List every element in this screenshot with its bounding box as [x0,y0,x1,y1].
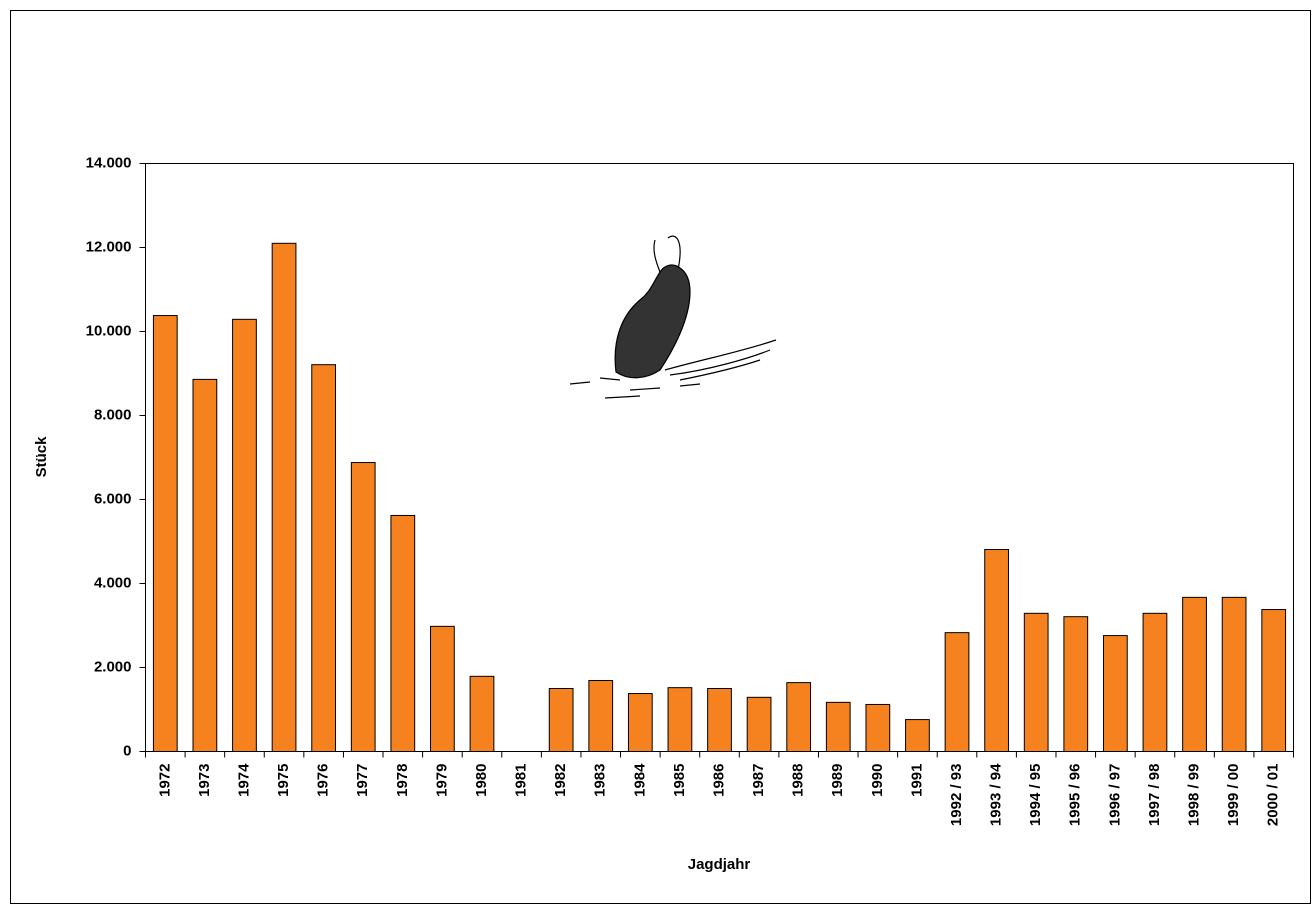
x-tick-label: 1978 [394,764,411,797]
x-tick-label: 1983 [592,764,609,797]
bar [1221,596,1247,752]
y-tick-label: 2.000 [94,658,132,675]
bar [1023,612,1049,752]
bar [1182,596,1207,752]
x-tick-label: 1990 [869,764,886,797]
y-tick-label: 12.000 [86,238,132,255]
x-tick-label: 1985 [671,764,688,797]
x-tick-label: 1984 [631,763,648,797]
bar [667,687,693,752]
x-axis-title: Jagdjahr [688,856,751,873]
x-tick-label: 1979 [433,764,450,797]
bar [944,632,970,753]
x-tick-label: 1999 / 00 [1225,764,1242,827]
x-tick-label: 1977 [354,764,371,797]
hare-illustration [569,235,777,399]
x-tick-label: 1982 [552,764,569,797]
bar [232,318,257,752]
x-tick-label: 1995 / 96 [1067,764,1084,827]
bar [786,682,812,752]
bar [825,701,851,752]
bar [152,315,178,752]
bar [1102,635,1128,753]
bar [984,548,1009,752]
y-tick-label: 4.000 [94,574,132,591]
x-tick-label: 1998 / 99 [1186,764,1203,827]
x-tick-label: 1987 [750,764,767,797]
bar [390,514,416,753]
y-tick-label: 8.000 [94,406,132,423]
x-tick-label: 1996 / 97 [1106,764,1123,827]
bar [746,696,772,753]
y-tick-label: 10.000 [86,322,132,339]
x-tick-label: 1975 [275,764,292,797]
bar [865,703,891,753]
bar [1142,612,1168,752]
x-tick-label: 2000 / 01 [1265,764,1282,827]
x-tick-label: 1974 [235,763,252,797]
x-tick-label: 1976 [315,764,332,797]
bar [627,693,653,752]
x-tick-label: 1981 [513,764,530,797]
y-tick-label: 6.000 [94,490,132,507]
x-tick-label: 1994 / 95 [1027,764,1044,827]
x-tick-label: 1986 [710,764,727,797]
bar [588,680,614,753]
x-tick-label: 1991 [908,764,925,797]
y-tick-label: 14.000 [86,154,132,171]
bar [1063,616,1089,752]
x-tick-label: 1993 / 94 [988,763,1005,826]
bar [707,688,732,752]
bar [430,625,455,753]
bar [469,675,495,753]
y-axis-title: Stück [33,436,50,478]
y-tick-label: 0 [123,742,131,759]
bar [271,242,297,753]
bar [350,462,376,752]
x-tick-label: 1980 [473,764,490,797]
bar [311,364,337,752]
bar [1261,609,1287,752]
bar [192,378,218,752]
x-tick-label: 1988 [790,764,807,797]
x-tick-label: 1973 [196,764,213,797]
x-tick-label: 1997 / 98 [1146,764,1163,827]
x-tick-label: 1972 [156,764,173,797]
x-tick-label: 1992 / 93 [948,764,965,827]
bar [548,688,574,752]
bar [905,719,930,753]
x-tick-label: 1989 [829,764,846,797]
